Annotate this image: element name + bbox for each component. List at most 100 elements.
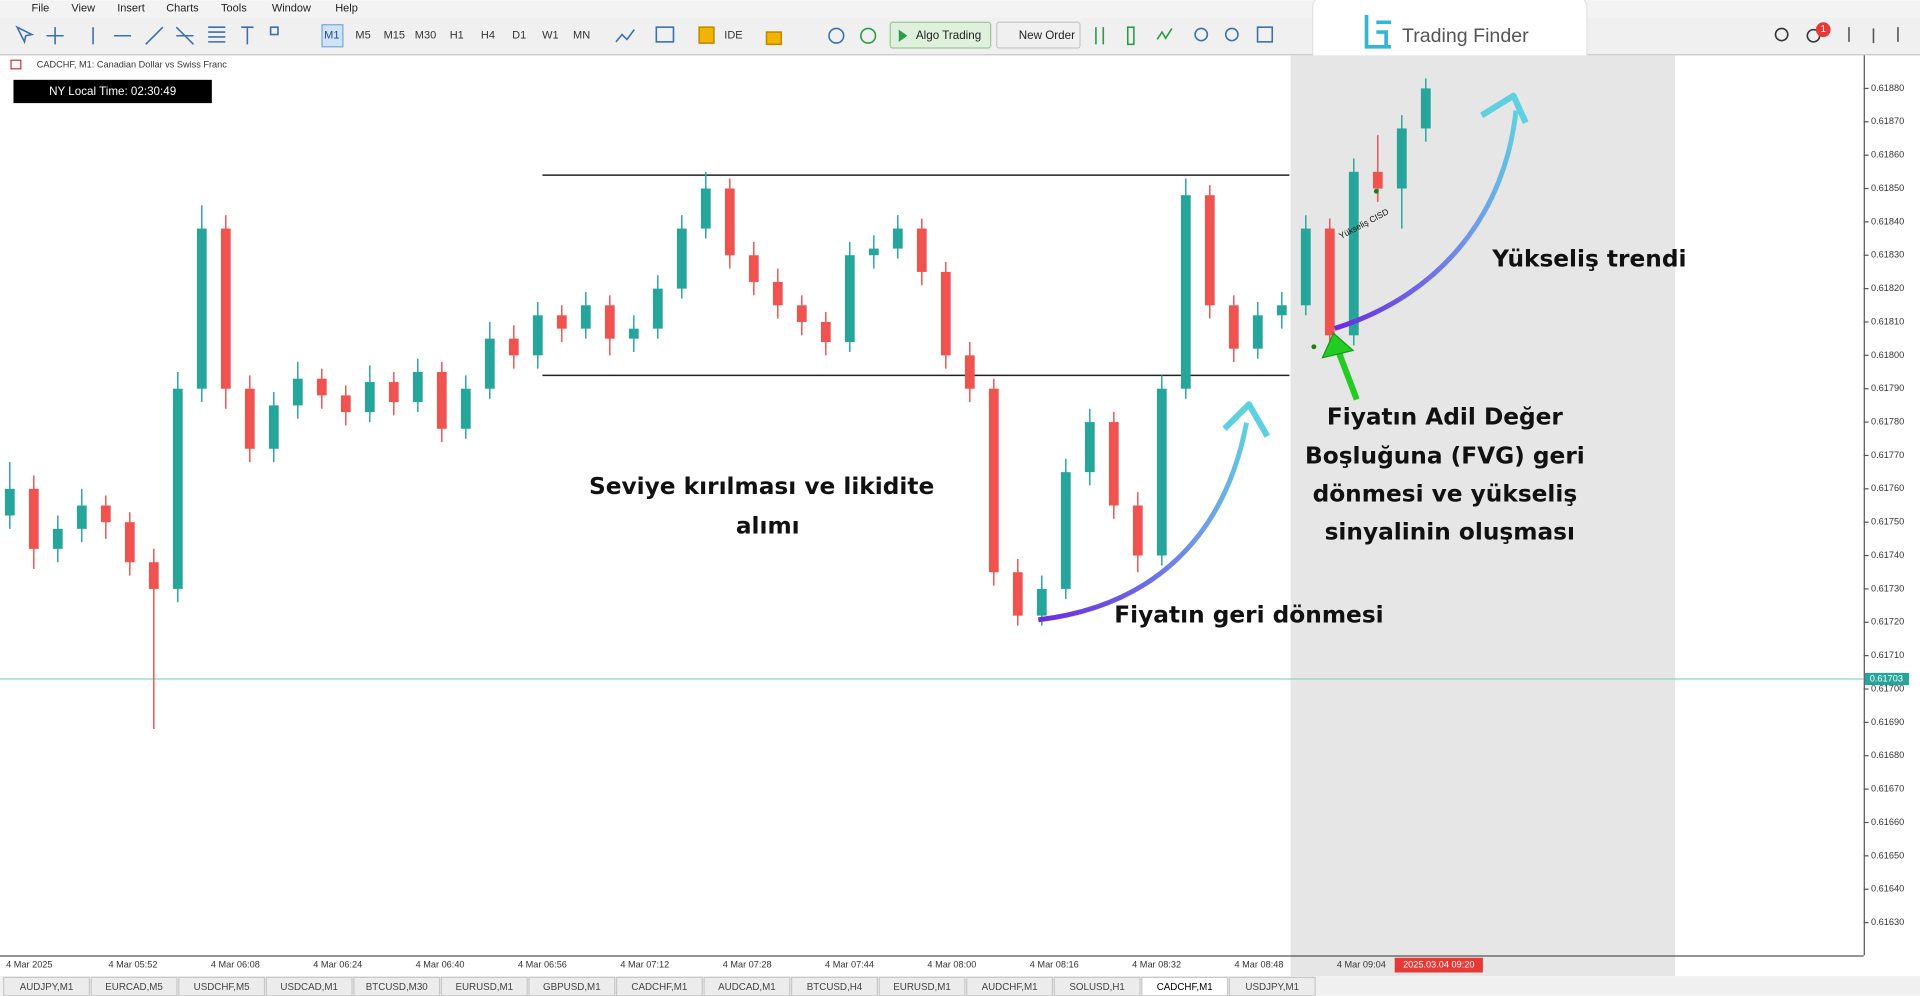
tab-label[interactable]: USDCAD,M1	[280, 982, 338, 993]
tab-label[interactable]: USDJPY,M1	[1245, 982, 1299, 993]
candle-body	[628, 328, 639, 339]
channel-tool[interactable]	[175, 26, 195, 45]
candle-body	[484, 338, 495, 389]
candle-body	[652, 288, 663, 329]
window-controls[interactable]	[1848, 27, 1899, 44]
menu-item[interactable]: Tools	[221, 3, 247, 15]
tab-label[interactable]: BTCUSD,H4	[807, 982, 863, 993]
menu-item[interactable]: File	[32, 3, 50, 15]
profiles[interactable]	[698, 26, 715, 44]
search[interactable]	[1774, 27, 1789, 42]
candle-body	[1324, 228, 1335, 336]
candle-body	[508, 338, 519, 356]
timeframe-button[interactable]: W1	[542, 30, 559, 42]
market[interactable]	[765, 31, 783, 46]
candle-body	[1300, 228, 1311, 306]
clock-text: NY Local Time: 02:30:49	[49, 85, 176, 98]
candle-body	[700, 188, 711, 229]
timeframe-button[interactable]: H1	[450, 30, 464, 42]
timeframe-button[interactable]: D1	[512, 30, 526, 42]
candle-body	[1396, 128, 1407, 189]
current-price-label: 0.61703	[1870, 673, 1903, 683]
cursor-tool[interactable]	[15, 25, 35, 45]
candle-body	[1420, 88, 1431, 129]
tab-label[interactable]: GBPUSD,M1	[543, 982, 601, 993]
candle-body	[1228, 305, 1239, 349]
annotation: dönmesi ve yükseliş	[1313, 480, 1578, 507]
templates[interactable]	[655, 26, 675, 43]
tab-label[interactable]: EURUSD,M1	[455, 982, 513, 993]
tab-label[interactable]: EURCAD,M5	[105, 982, 163, 993]
tab-label[interactable]: CADCHF,M1	[1157, 982, 1213, 993]
y-tick-label: 0.61700	[1871, 683, 1904, 693]
y-tick-label: 0.61710	[1871, 650, 1904, 660]
timeframe-button[interactable]: M15	[384, 30, 405, 42]
tab-label[interactable]: AUDCAD,M1	[718, 982, 776, 993]
new-order-label[interactable]: New Order	[1019, 29, 1075, 42]
y-tick-label: 0.61640	[1871, 884, 1904, 894]
tab-label[interactable]: EURUSD,M1	[893, 982, 951, 993]
current-price-box	[1864, 672, 1909, 686]
y-tick-label: 0.61790	[1871, 383, 1904, 393]
candle-body	[532, 315, 543, 356]
y-tick-label: 0.61660	[1871, 817, 1904, 827]
annotation: sinyalinin oluşması	[1325, 518, 1575, 545]
new-order-button[interactable]	[996, 21, 1081, 49]
vps[interactable]	[860, 27, 877, 44]
tab-label[interactable]: AUDCHF,M1	[982, 982, 1038, 993]
tile[interactable]	[1256, 26, 1274, 43]
tab-label[interactable]: BTCUSD,M30	[366, 982, 429, 993]
x-tick-label: 4 Mar 08:16	[1030, 960, 1079, 970]
y-tick-label: 0.61830	[1871, 250, 1904, 260]
zoom-in[interactable]	[1194, 27, 1209, 42]
chart-type[interactable]	[615, 29, 635, 43]
badge	[1815, 22, 1831, 37]
candle-body	[1372, 171, 1383, 189]
candle-body	[244, 388, 255, 449]
candle-body	[1204, 195, 1215, 306]
fibo-tool[interactable]	[208, 26, 226, 43]
menu-item[interactable]: Window	[272, 3, 311, 15]
shapes-tool[interactable]	[269, 26, 279, 36]
tab-label[interactable]: SOLUSD,H1	[1069, 982, 1124, 993]
depth[interactable]	[1095, 27, 1105, 45]
timeframe-button[interactable]: M5	[355, 30, 370, 42]
chart-icon	[10, 59, 22, 70]
timeframe-button[interactable]: M30	[415, 30, 436, 42]
tab-label[interactable]: CADCHF,M1	[631, 982, 687, 993]
annotation: Fiyatın geri dönmesi	[1114, 602, 1383, 629]
menu-item[interactable]: View	[71, 3, 95, 15]
menu-item[interactable]: Insert	[117, 3, 145, 15]
timeframe-button[interactable]: MN	[573, 30, 590, 42]
zoom-out[interactable]	[1224, 27, 1239, 42]
y-tick-label: 0.61810	[1871, 316, 1904, 326]
crosshair-tool[interactable]	[46, 27, 64, 45]
x-tick-label: 4 Mar 08:00	[927, 960, 976, 970]
candle-body	[148, 562, 159, 589]
timeframe-button[interactable]: M1	[324, 30, 339, 42]
y-tick-label: 0.61750	[1871, 517, 1904, 527]
play-icon	[898, 29, 908, 42]
x-tick-label: 4 Mar 2025	[6, 960, 52, 970]
line-mode[interactable]	[1156, 27, 1173, 40]
tab-label[interactable]: USDCHF,M5	[194, 982, 251, 993]
candle-body	[580, 305, 591, 329]
menu-item[interactable]: Charts	[166, 3, 199, 15]
algo-trading-button[interactable]	[889, 21, 992, 49]
candle-body	[1348, 171, 1359, 336]
trendline-tool[interactable]	[145, 26, 164, 45]
ide-button[interactable]: IDE	[724, 30, 742, 42]
signals[interactable]	[828, 27, 845, 44]
x-tick-label: 4 Mar 06:40	[416, 960, 465, 970]
tab-label[interactable]: AUDJPY,M1	[20, 982, 74, 993]
text-tool[interactable]	[241, 26, 254, 45]
candle-body	[124, 522, 135, 563]
candle-body	[844, 255, 855, 342]
menu-item[interactable]: Help	[335, 3, 358, 15]
candles-mode[interactable]	[1126, 26, 1135, 46]
annotation: alımı	[736, 512, 800, 539]
clock-box	[13, 79, 212, 104]
timeframe-button[interactable]: H4	[481, 30, 495, 42]
candle-body	[1156, 388, 1167, 556]
algo-trading-label[interactable]: Algo Trading	[916, 29, 981, 42]
